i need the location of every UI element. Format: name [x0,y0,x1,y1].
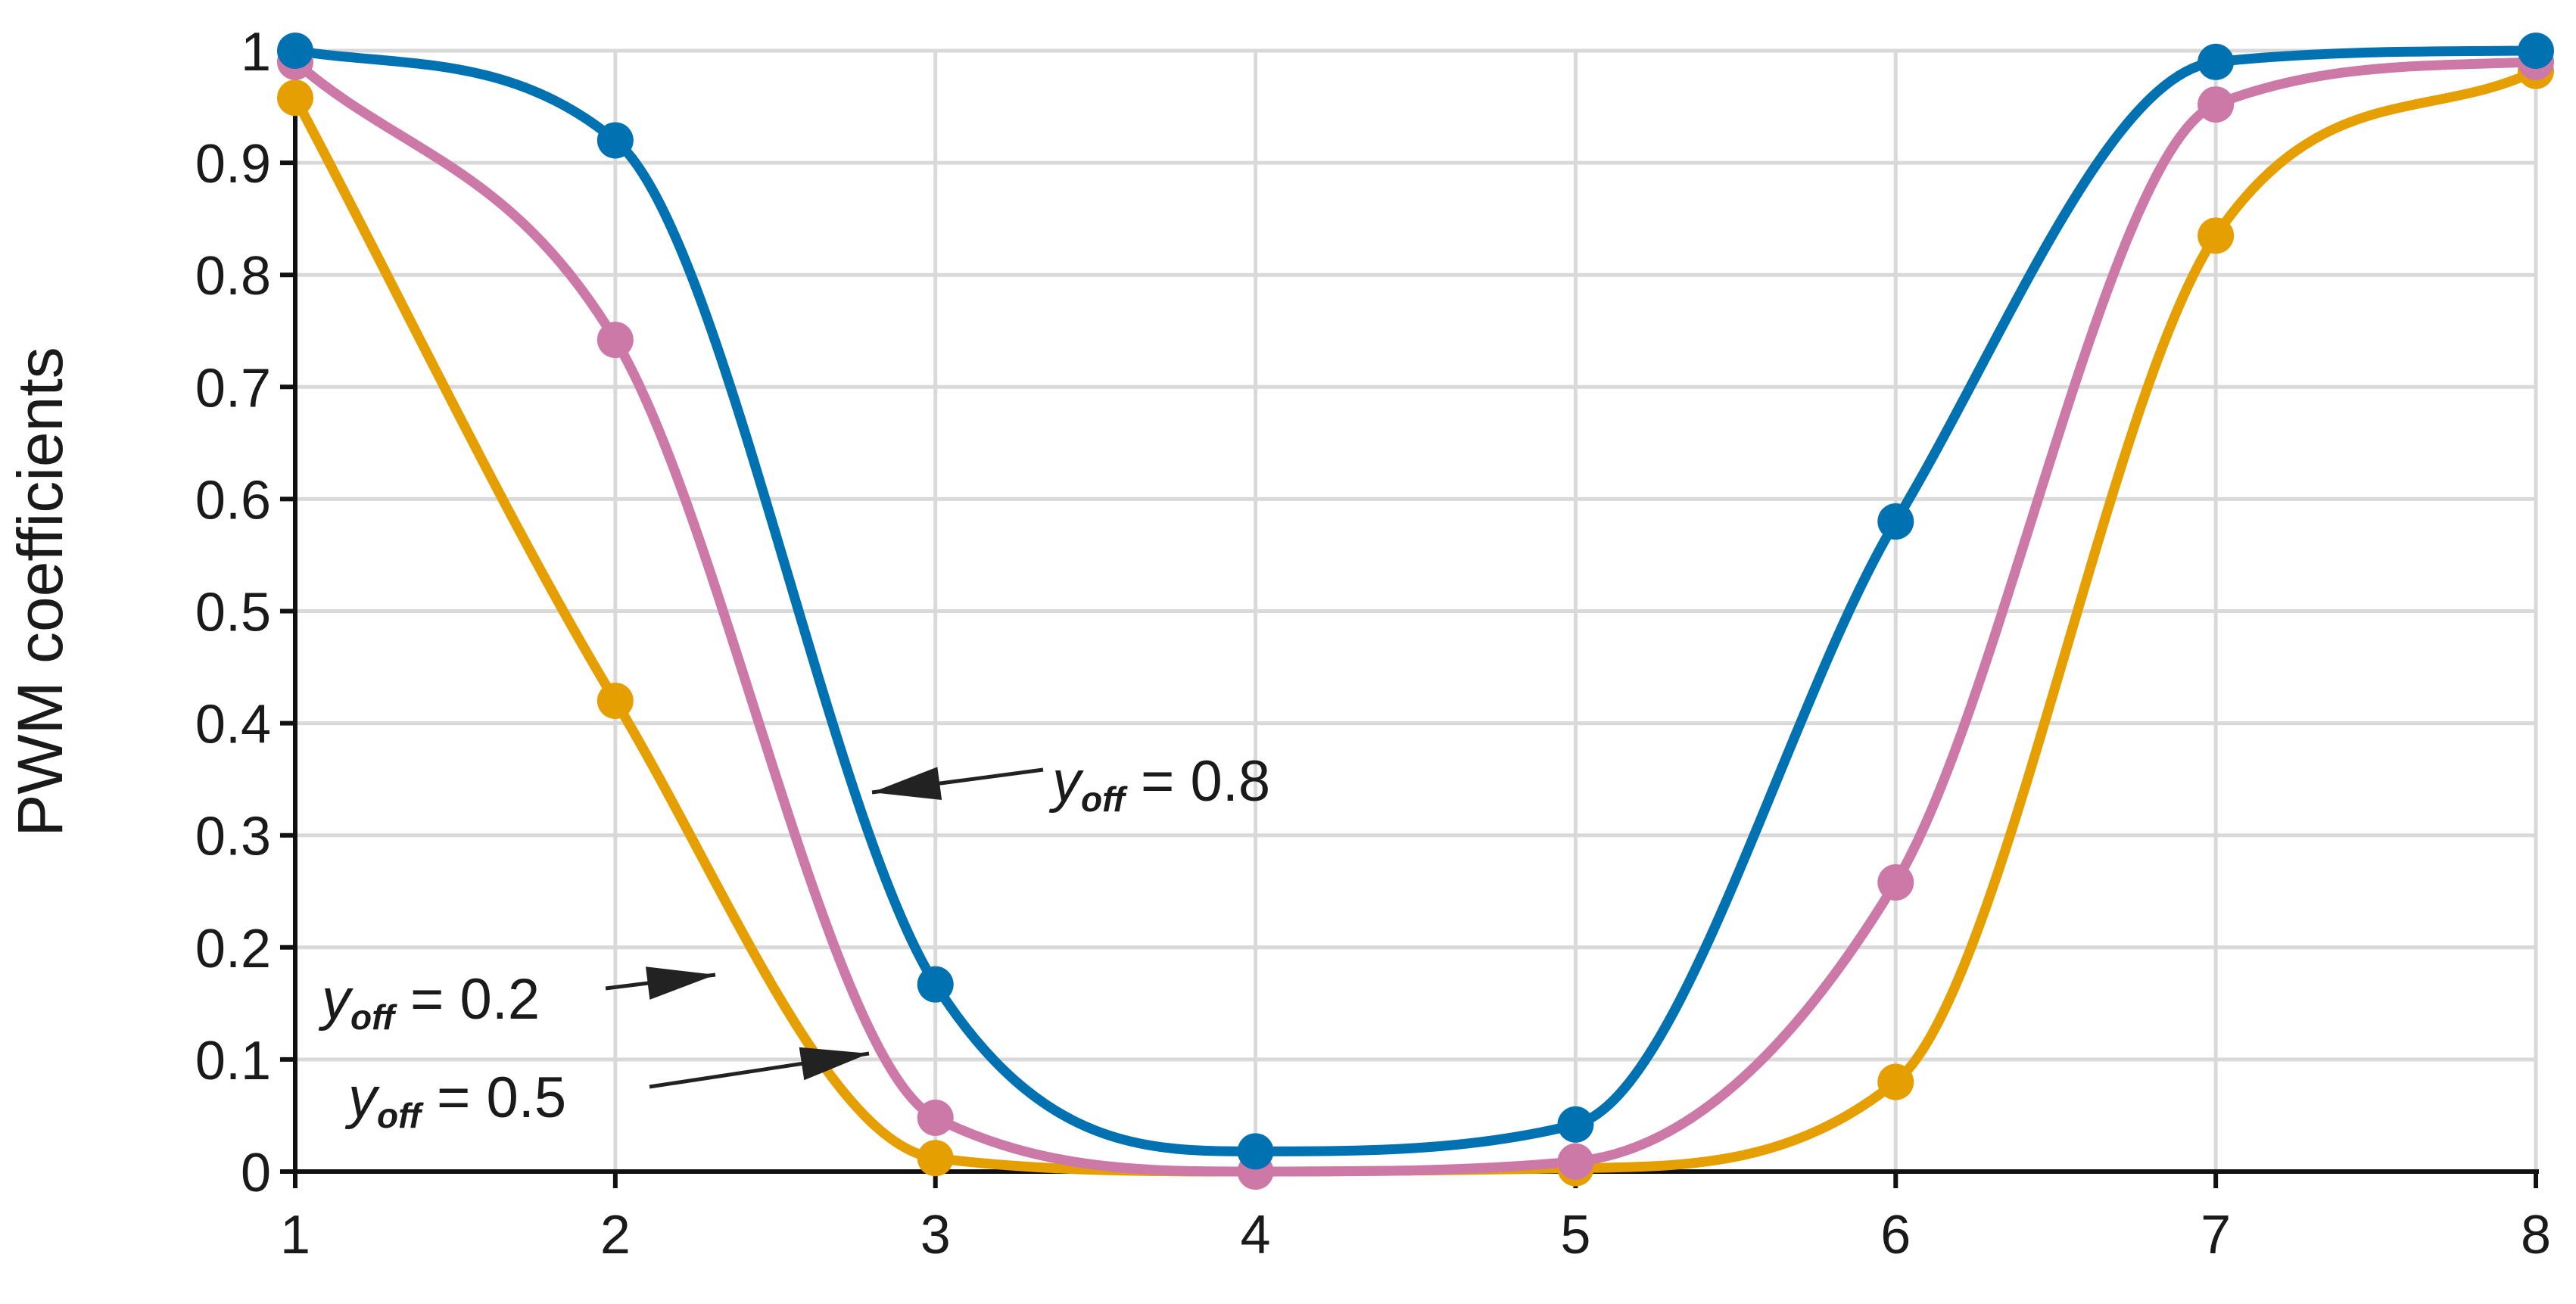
x-tick-label: 7 [2201,1205,2231,1265]
data-point [596,322,634,359]
axes [280,48,2539,1188]
annotation-arrowhead [799,1047,869,1081]
data-point [1877,503,1914,540]
y-tick-label: 0.4 [195,695,271,755]
y-tick-label: 0.7 [195,358,271,419]
series-annotation: yoff = 0.2 [318,967,540,1037]
annotation-arrowhead [645,966,715,1000]
x-tick-label: 8 [2521,1205,2551,1265]
data-point [1557,1106,1594,1143]
annotation-arrowhead [872,767,942,800]
series-line [290,45,2541,1156]
data-point [2518,33,2554,69]
data-point [917,966,954,1003]
series-layer [277,33,2554,1190]
x-tick-label: 5 [1560,1205,1590,1265]
data-point [1557,1143,1594,1180]
data-point [1237,1133,1274,1170]
data-point [596,682,634,719]
y-tick-label: 0.5 [195,583,271,643]
tick-labels: 0 0.1 0.2 0.3 0.4 0.5 0.6 0.7 0.8 0.9 1 1 2 3 4 5 6 7 8 [195,22,2551,1265]
x-tick-label: 3 [920,1205,951,1265]
data-point [917,1140,954,1177]
x-tick-label: 6 [1880,1205,1911,1265]
grid [293,48,2538,1174]
y-tick-label: 0.9 [195,134,271,195]
data-point [1877,864,1914,901]
y-tick-label: 1 [241,22,271,82]
y-tick-label: 0.2 [195,919,271,979]
data-point [2198,217,2235,254]
y-tick-label: 0.1 [195,1031,271,1091]
x-tick-label: 1 [280,1205,310,1265]
data-point [2198,43,2235,80]
annotations: yoff = 0.8 yoff = 0.2 yoff = 0.5 [318,749,1270,1135]
data-point [2198,86,2235,123]
data-point [1877,1063,1914,1100]
series-annotation: yoff = 0.5 [344,1066,566,1135]
y-tick-label: 0.6 [195,470,271,531]
x-tick-label: 2 [600,1205,631,1265]
y-axis-title: PWM coefficients [5,347,76,836]
series-annotation: yoff = 0.8 [1048,749,1270,819]
y-tick-label: 0.3 [195,807,271,867]
x-tick-label: 4 [1241,1205,1271,1265]
data-point [277,33,313,69]
data-point [596,122,634,159]
series-line [290,57,2541,1177]
y-tick-label: 0 [241,1143,271,1203]
data-point [277,79,313,117]
y-tick-label: 0.8 [195,246,271,307]
data-point [917,1099,954,1136]
